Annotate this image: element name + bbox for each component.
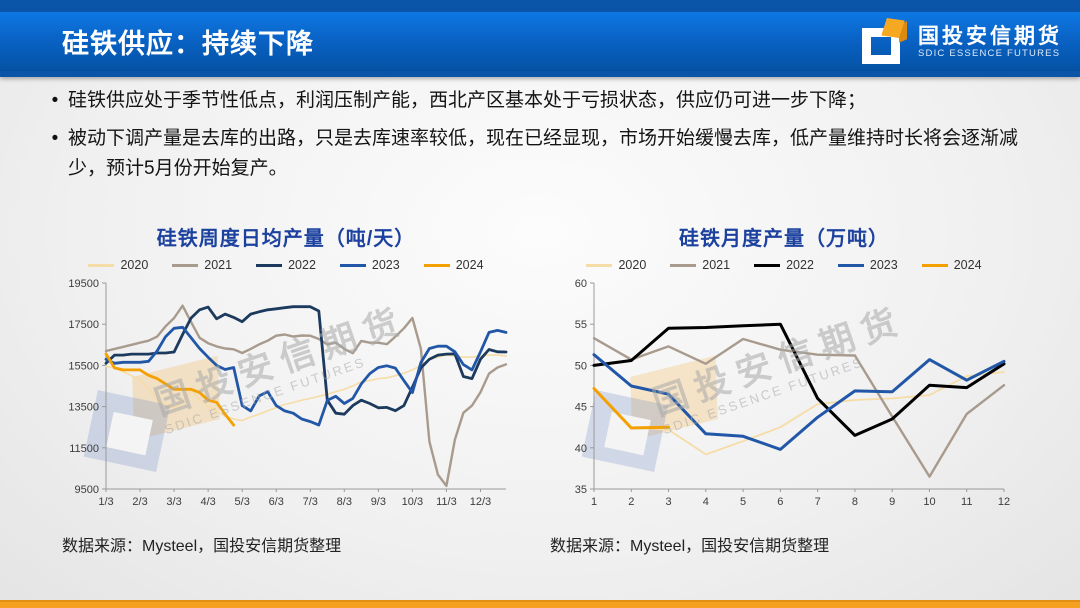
svg-text:5/3: 5/3 xyxy=(235,496,250,508)
legend-swatch xyxy=(837,263,864,267)
bullet-text: 硅铁供应处于季节性低点，利润压制产能，西北产区基本处于亏损状态，供应仍可进一步下… xyxy=(68,90,867,111)
legend-swatch xyxy=(921,263,948,267)
svg-text:45: 45 xyxy=(575,402,587,414)
svg-text:4/3: 4/3 xyxy=(200,496,215,508)
svg-text:9/3: 9/3 xyxy=(371,496,386,508)
legend-item-2023: 2023 xyxy=(339,258,400,272)
svg-text:3/3: 3/3 xyxy=(166,496,181,508)
legend-item-2020: 2020 xyxy=(88,258,148,272)
legend-item-2022: 2022 xyxy=(754,258,814,272)
chart-title: 硅铁月度产量（万吨） xyxy=(679,228,889,250)
svg-text:19500: 19500 xyxy=(68,278,99,290)
svg-text:7: 7 xyxy=(815,496,821,508)
chart-monthly-output: 硅铁月度产量（万吨） 2020 2021 2022 2023 2024 35 40… xyxy=(556,222,1012,513)
legend-item-2020: 2020 xyxy=(586,258,646,272)
svg-text:4: 4 xyxy=(703,496,709,508)
svg-text:6: 6 xyxy=(777,496,783,508)
svg-text:8: 8 xyxy=(852,496,858,508)
svg-text:35: 35 xyxy=(575,484,587,496)
bullet-marker: • xyxy=(51,128,59,150)
legend-item-2024: 2024 xyxy=(423,258,484,272)
svg-text:12: 12 xyxy=(998,496,1010,508)
svg-text:1: 1 xyxy=(591,496,597,508)
svg-text:1/3: 1/3 xyxy=(98,496,113,508)
plot-area: 9500 11500 13500 15500 17500 19500 1/3 2/3 3/3 4/… xyxy=(58,275,514,513)
legend-swatch xyxy=(423,263,450,267)
chart-legend: 2020 2021 2022 2023 2024 xyxy=(58,257,514,273)
svg-text:11: 11 xyxy=(961,496,972,508)
bullet-item: • 硅铁供应处于季节性低点，利润压制产能，西北产区基本处于亏损状态，供应仍可进一… xyxy=(42,86,1054,115)
svg-text:5: 5 xyxy=(740,496,746,508)
svg-text:60: 60 xyxy=(575,278,587,290)
legend-swatch xyxy=(339,263,366,267)
logo-frame-shape xyxy=(862,28,900,64)
svg-text:7/3: 7/3 xyxy=(303,496,318,508)
bullet-item: • 被动下调产量是去库的出路，只是去库速率较低，现在已经显现，市场开始缓慢去库，… xyxy=(42,124,1054,183)
svg-text:6/3: 6/3 xyxy=(269,496,284,508)
svg-text:55: 55 xyxy=(575,319,587,331)
legend-swatch xyxy=(754,263,781,267)
svg-text:10: 10 xyxy=(923,496,935,508)
header-bottom-strip xyxy=(0,71,1080,77)
chart-title: 硅铁周度日均产量（吨/天） xyxy=(156,228,416,250)
logo-text-en: SDIC ESSENCE FUTURES xyxy=(918,48,1061,60)
logo-text: 国投安信期货 SDIC ESSENCE FUTURES xyxy=(918,25,1062,59)
svg-text:50: 50 xyxy=(575,360,587,372)
svg-text:10/3: 10/3 xyxy=(402,496,423,508)
svg-text:12/3: 12/3 xyxy=(470,496,491,508)
chart-weekly-daily-output: 硅铁周度日均产量（吨/天） 2020 2021 2022 2023 2024 9… xyxy=(58,222,514,513)
bullet-text: 被动下调产量是去库的出路，只是去库速率较低，现在已经显现，市场开始缓慢去库，低产… xyxy=(68,128,1019,179)
line-chart-weekly: 9500 11500 13500 15500 17500 19500 1/3 2/3 3/3 4/… xyxy=(68,278,508,508)
legend-item-2022: 2022 xyxy=(256,258,316,272)
legend-item-2021: 2021 xyxy=(670,258,730,272)
logo-cube-icon xyxy=(860,18,908,65)
legend-swatch xyxy=(88,263,115,267)
svg-text:15500: 15500 xyxy=(68,360,99,372)
header-band: 硅铁供应：持续下降 国投安信期货 SDIC ESSENCE FUTURES xyxy=(0,12,1080,71)
chart-legend: 2020 2021 2022 2023 2024 xyxy=(556,257,1012,273)
plot-area: 35 40 45 50 55 60 1 2 3 4 5 6 7 8 9 10 11 12 国投安信期货 SDIC … xyxy=(556,275,1012,513)
bullet-list: • 硅铁供应处于季节性低点，利润压制产能，西北产区基本处于亏损状态，供应仍可进一… xyxy=(42,86,1054,192)
footer-accent-bar xyxy=(0,600,1080,608)
legend-swatch xyxy=(586,263,613,267)
legend-item-2024: 2024 xyxy=(921,258,982,272)
legend-item-2023: 2023 xyxy=(837,258,898,272)
svg-text:9500: 9500 xyxy=(75,484,99,496)
legend-item-2021: 2021 xyxy=(172,258,232,272)
svg-text:11500: 11500 xyxy=(69,443,99,455)
legend-swatch xyxy=(256,263,283,267)
svg-text:13500: 13500 xyxy=(68,402,99,414)
data-source-right: 数据来源：Mysteel，国投安信期货整理 xyxy=(550,538,830,555)
legend-swatch xyxy=(172,263,199,267)
svg-text:11/3: 11/3 xyxy=(436,496,457,508)
header-top-strip xyxy=(0,0,1080,12)
data-source-left: 数据来源：Mysteel，国投安信期货整理 xyxy=(62,538,342,555)
svg-text:17500: 17500 xyxy=(68,319,99,331)
svg-text:40: 40 xyxy=(575,443,587,455)
svg-text:8/3: 8/3 xyxy=(337,496,352,508)
logo-text-cn: 国投安信期货 xyxy=(918,24,1062,48)
svg-text:9: 9 xyxy=(889,496,895,508)
page-title: 硅铁供应：持续下降 xyxy=(62,29,314,59)
svg-text:2/3: 2/3 xyxy=(132,496,147,508)
bullet-marker: • xyxy=(51,90,59,111)
svg-text:3: 3 xyxy=(665,496,671,508)
legend-swatch xyxy=(670,263,697,267)
svg-text:2: 2 xyxy=(628,496,634,508)
company-logo: 国投安信期货 SDIC ESSENCE FUTURES xyxy=(860,18,1062,65)
